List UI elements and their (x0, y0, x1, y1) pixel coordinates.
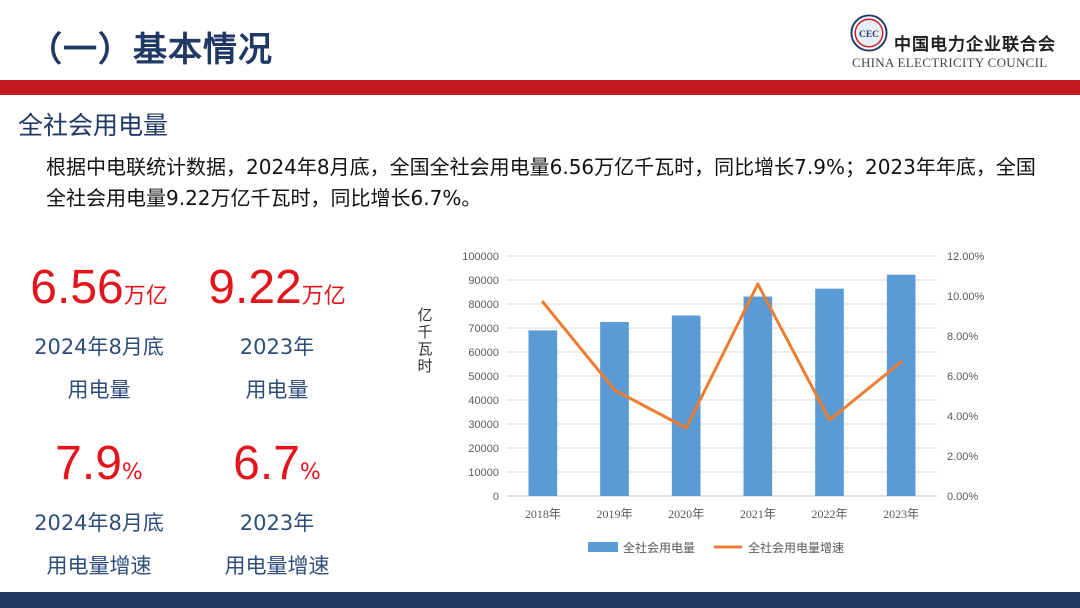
page-title: （一）基本情况 (28, 30, 273, 70)
cec-logo: CEC (850, 14, 888, 52)
legend-label: 全社会用电量增速 (748, 540, 844, 555)
y-axis-label: 时 (417, 357, 432, 375)
y-tick-label: 40000 (468, 395, 499, 407)
y-tick-label: 80000 (468, 299, 499, 311)
kpi-label: 用电量增速 (224, 554, 330, 578)
kpi-unit: % (299, 460, 321, 485)
x-tick-label: 2022年 (811, 507, 847, 521)
y-axis-label: 亿 (417, 306, 432, 324)
kpi-label: 2024年8月底 (34, 335, 164, 359)
y2-tick-label: 6.00% (947, 371, 978, 383)
y-tick-label: 60000 (468, 347, 499, 359)
section-title: 全社会用电量 (18, 111, 169, 140)
header-divider-bar (0, 80, 1080, 95)
x-tick-label: 2023年 (883, 507, 919, 521)
kpi-label: 用电量增速 (46, 554, 152, 578)
y2-tick-label: 8.00% (947, 331, 978, 343)
x-tick-label: 2021年 (740, 507, 776, 521)
bar (886, 274, 916, 496)
kpi-label: 2023年 (239, 335, 315, 359)
growth-line (541, 282, 903, 430)
electricity-chart: 0 10000 20000 30000 40000 50000 60000 70000 8000… (417, 251, 985, 555)
y-tick-label: 90000 (468, 275, 499, 287)
y-tick-label: 30000 (468, 419, 499, 431)
y2-tick-label: 2.00% (947, 451, 978, 463)
org-name-cn: 中国电力企业联合会 (894, 35, 1056, 55)
kpi-card: 7.9% 2024年8月底 用电量增速 (4, 440, 194, 588)
kpi-unit: 万亿 (123, 284, 168, 309)
bar (600, 322, 629, 496)
logo-lettering: CEC (859, 30, 879, 40)
kpi-label: 2023年 (239, 511, 315, 535)
kpi-value: 7.9% (4, 440, 194, 488)
footer-bar (0, 592, 1080, 608)
kpi-value: 6.56万亿 (4, 264, 194, 312)
kpi-label: 用电量 (245, 378, 309, 402)
x-tick-label: 2020年 (668, 507, 704, 521)
y-axis-label: 千 (417, 323, 432, 341)
y2-tick-label: 12.00% (947, 251, 985, 263)
y-tick-label: 20000 (468, 443, 499, 455)
line-point (756, 282, 760, 286)
legend-swatch-bar (588, 542, 618, 552)
y2-tick-label: 0.00% (947, 491, 978, 503)
y-tick-label: 100000 (462, 251, 499, 263)
kpi-number: 9.22 (208, 261, 302, 314)
kpi-card: 6.7% 2023年 用电量增速 (182, 440, 372, 588)
bar (528, 330, 558, 496)
kpi-value: 9.22万亿 (182, 264, 372, 312)
kpi-number: 6.7 (233, 437, 300, 490)
kpi-unit: % (121, 460, 143, 485)
bar (743, 296, 773, 496)
line-point (541, 300, 545, 304)
y-tick-label: 10000 (468, 467, 499, 479)
y2-tick-label: 10.00% (947, 291, 985, 303)
line-point (684, 426, 688, 430)
y-tick-label: 50000 (468, 371, 499, 383)
kpi-number: 7.9 (55, 437, 122, 490)
line-point (828, 418, 831, 422)
section-body-text: 根据中电联统计数据，2024年8月底，全国全社会用电量6.56万亿千瓦时，同比增… (46, 155, 1036, 210)
bar (815, 288, 844, 496)
kpi-card: 9.22万亿 2023年 用电量 (182, 264, 372, 412)
kpi-label: 用电量 (67, 378, 131, 402)
y2-tick-label: 4.00% (947, 411, 978, 423)
legend-label: 全社会用电量 (623, 540, 695, 555)
x-tick-label: 2018年 (525, 507, 561, 521)
org-name-en: CHINA ELECTRICITY COUNCIL (852, 55, 1048, 70)
y-axis-label: 瓦 (417, 340, 432, 358)
line-point (899, 360, 903, 364)
kpi-number: 6.56 (30, 261, 124, 314)
kpi-unit: 万亿 (301, 284, 346, 309)
kpi-value: 6.7% (182, 440, 372, 488)
line-point (613, 388, 616, 392)
y-tick-label: 0 (493, 491, 499, 503)
kpi-card: 6.56万亿 2024年8月底 用电量 (4, 264, 194, 412)
y-tick-label: 70000 (468, 323, 499, 335)
x-tick-label: 2019年 (596, 507, 632, 521)
kpi-label: 2024年8月底 (34, 511, 164, 535)
